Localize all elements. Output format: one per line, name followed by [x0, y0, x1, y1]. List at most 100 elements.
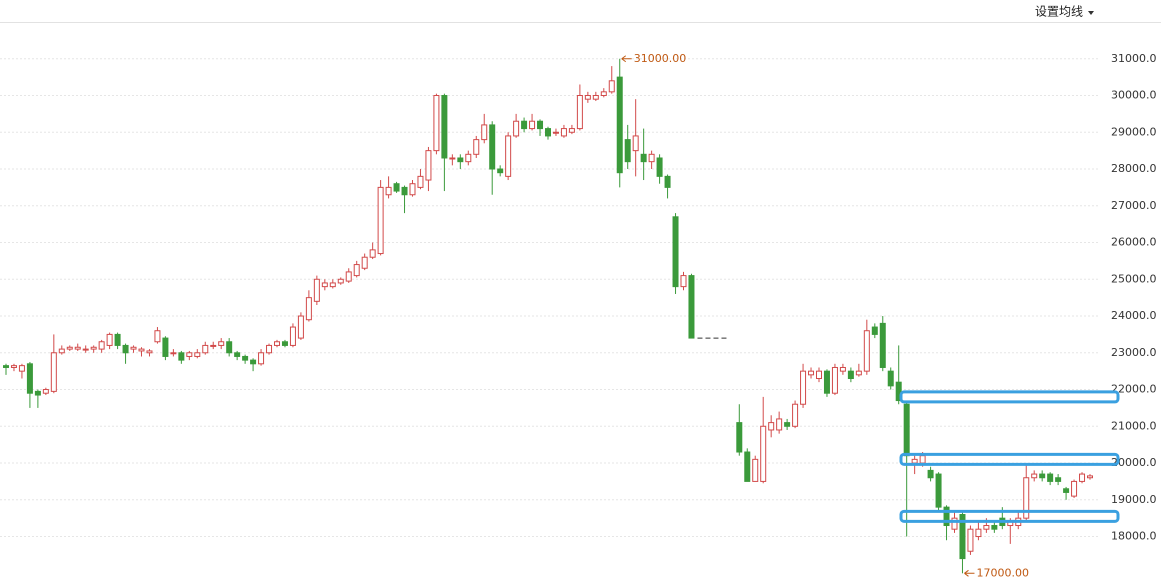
candle-body [1039, 473, 1046, 479]
candle-body [409, 183, 416, 196]
candle-body [552, 131, 559, 134]
candle-body [114, 333, 121, 346]
candle-body [98, 341, 105, 350]
candle-body [537, 120, 544, 130]
candle-body [680, 275, 687, 288]
candle-body [289, 326, 296, 346]
candle-body [385, 186, 392, 196]
y-tick-label: 26000.0 [1111, 236, 1157, 249]
candle-body [226, 341, 233, 354]
level-box [899, 390, 1120, 404]
candle-body [911, 458, 918, 464]
candle-body [823, 370, 830, 394]
candle-body [34, 390, 41, 396]
candle-body [935, 473, 942, 508]
candle-body [959, 513, 966, 560]
candle-body [521, 120, 528, 130]
candle-body [1063, 488, 1070, 493]
candle-body [3, 365, 9, 368]
candle-body [138, 348, 145, 352]
candle-body [473, 139, 480, 155]
candle-body [361, 256, 368, 269]
y-tick-label: 23000.0 [1111, 346, 1157, 359]
candle-body [1087, 475, 1093, 479]
candle-body [879, 322, 886, 368]
candle-body [393, 183, 400, 192]
candle-body [943, 506, 950, 527]
candle-body [457, 157, 464, 163]
candle-body [42, 389, 49, 394]
candle-body [903, 403, 910, 457]
y-tick-label: 25000.0 [1111, 272, 1157, 285]
candle-body [162, 337, 169, 357]
candle-body [66, 346, 73, 350]
candle-body [50, 352, 57, 392]
candle-body [640, 153, 647, 163]
candle-body [1055, 477, 1062, 482]
candle-body [1031, 473, 1038, 479]
candle-body [10, 365, 17, 368]
candle-body [839, 366, 846, 372]
candle-body [218, 341, 225, 346]
candle-body [768, 422, 775, 431]
y-tick-label: 19000.0 [1111, 493, 1157, 506]
y-tick-label: 24000.0 [1111, 309, 1157, 322]
annotation-label: 31000.00 [634, 52, 687, 65]
candle-body [855, 370, 862, 376]
candle-body [1023, 477, 1030, 519]
candle-body [441, 95, 448, 159]
candle-body [345, 271, 352, 282]
candle-body [608, 80, 615, 93]
candle-body [353, 264, 360, 277]
candle-body [529, 120, 536, 130]
dropdown-arrow[interactable] [1088, 11, 1094, 15]
y-tick-label: 18000.0 [1111, 530, 1157, 543]
candle-body [58, 348, 65, 354]
candle-body [122, 344, 129, 354]
candle-body [983, 525, 990, 530]
settings-button[interactable]: 设置均线 [1035, 5, 1094, 19]
y-tick-label: 27000.0 [1111, 199, 1157, 212]
candle-body [242, 355, 249, 361]
candle-body [975, 528, 982, 538]
candle-body [449, 157, 456, 160]
candle-body [401, 186, 408, 196]
candle-body [688, 275, 695, 339]
candle-body [576, 95, 583, 130]
candle-body [760, 425, 767, 482]
candle-body [752, 458, 759, 482]
candle-body [991, 525, 998, 530]
candle-body [377, 186, 384, 255]
y-tick-label: 30000.0 [1111, 89, 1157, 102]
candle-body [186, 352, 193, 357]
candle-body [329, 282, 336, 288]
candle-body [321, 282, 328, 288]
candle-body [656, 157, 663, 177]
candle-body [616, 76, 623, 174]
candle-body [489, 124, 496, 170]
y-tick-label: 29000.0 [1111, 125, 1157, 138]
candle-body [513, 120, 520, 137]
candle-body [1071, 480, 1078, 497]
candle-body [624, 139, 631, 163]
y-tick-label: 22000.0 [1111, 383, 1157, 396]
settings-button-label[interactable]: 设置均线 [1035, 5, 1083, 19]
candle-body [505, 135, 512, 177]
candle-body [632, 135, 639, 152]
annotation-arrow [964, 569, 975, 577]
candle-body [170, 352, 177, 355]
candle-body [584, 95, 591, 100]
candle-body [664, 175, 671, 188]
candle-body [313, 278, 320, 302]
candle-body [776, 418, 783, 431]
candle-body [1079, 473, 1086, 482]
candle-body [258, 352, 265, 365]
candle-body [560, 128, 567, 137]
candle-body [951, 517, 958, 530]
candle-body [130, 346, 137, 350]
candle-body [82, 348, 89, 351]
candle-body [281, 341, 288, 346]
candle-body [266, 344, 273, 354]
candle-body [250, 359, 257, 365]
